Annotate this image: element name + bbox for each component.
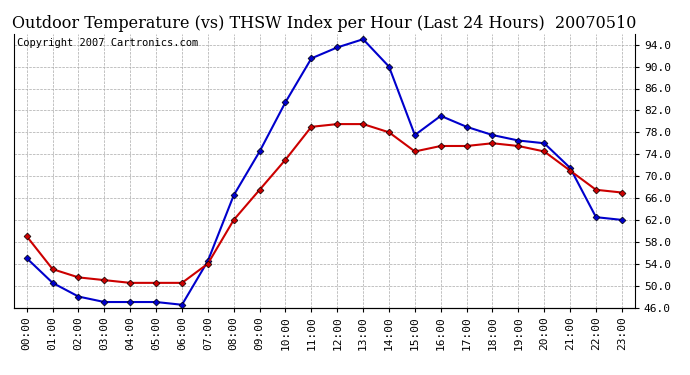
Text: Copyright 2007 Cartronics.com: Copyright 2007 Cartronics.com: [17, 38, 198, 48]
Title: Outdoor Temperature (vs) THSW Index per Hour (Last 24 Hours)  20070510: Outdoor Temperature (vs) THSW Index per …: [12, 15, 636, 32]
